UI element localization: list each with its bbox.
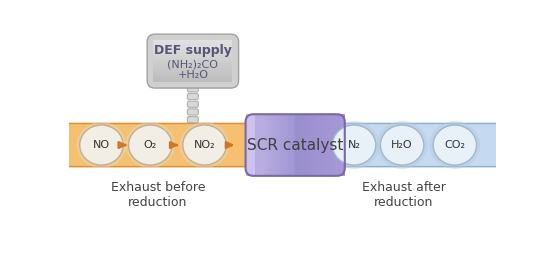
Bar <box>153 42 233 45</box>
Ellipse shape <box>433 125 477 165</box>
Bar <box>268 114 271 176</box>
Ellipse shape <box>328 121 380 169</box>
Bar <box>298 114 300 176</box>
Bar <box>153 71 233 74</box>
Bar <box>153 53 233 55</box>
Ellipse shape <box>126 122 175 168</box>
Bar <box>256 114 258 176</box>
FancyBboxPatch shape <box>187 109 198 115</box>
FancyBboxPatch shape <box>187 93 198 100</box>
Bar <box>153 40 233 43</box>
Bar <box>153 51 233 53</box>
Text: NO: NO <box>93 140 110 150</box>
Bar <box>153 63 233 66</box>
Bar <box>153 47 233 49</box>
Text: O₂: O₂ <box>144 140 157 150</box>
Text: CO₂: CO₂ <box>444 140 466 150</box>
Ellipse shape <box>183 125 226 165</box>
Bar <box>285 114 288 176</box>
Ellipse shape <box>77 122 126 168</box>
Ellipse shape <box>380 125 424 165</box>
Bar <box>312 114 315 176</box>
Bar <box>342 114 345 176</box>
FancyBboxPatch shape <box>187 86 198 92</box>
Text: +H₂O: +H₂O <box>177 70 208 81</box>
Ellipse shape <box>332 125 376 165</box>
Bar <box>322 114 325 176</box>
Bar <box>153 74 233 76</box>
FancyBboxPatch shape <box>187 101 198 107</box>
Bar <box>278 114 280 176</box>
Bar <box>307 114 310 176</box>
Bar <box>153 45 233 47</box>
Bar <box>153 57 233 59</box>
Bar <box>271 114 273 176</box>
Bar <box>248 114 251 176</box>
Bar <box>335 114 338 176</box>
Bar <box>300 114 303 176</box>
Bar <box>337 114 340 176</box>
Bar <box>153 69 233 72</box>
Ellipse shape <box>376 121 428 169</box>
Polygon shape <box>69 124 284 167</box>
Bar <box>317 114 320 176</box>
Bar <box>266 114 268 176</box>
Bar <box>153 67 233 70</box>
Bar <box>153 59 233 61</box>
Polygon shape <box>292 124 496 167</box>
Text: Exhaust before
reduction: Exhaust before reduction <box>111 181 206 209</box>
Bar <box>340 114 343 176</box>
FancyBboxPatch shape <box>187 117 198 123</box>
Bar <box>302 114 305 176</box>
Text: N₂: N₂ <box>348 140 360 150</box>
Bar <box>315 114 318 176</box>
Bar <box>320 114 323 176</box>
Text: Exhaust after
reduction: Exhaust after reduction <box>362 181 446 209</box>
Bar <box>153 65 233 68</box>
Bar <box>153 80 233 82</box>
Bar <box>263 114 266 176</box>
Bar <box>327 114 330 176</box>
Bar <box>153 61 233 63</box>
Ellipse shape <box>180 122 229 168</box>
Bar <box>305 114 308 176</box>
Bar <box>330 114 333 176</box>
Bar <box>332 114 335 176</box>
Bar <box>290 114 293 176</box>
FancyBboxPatch shape <box>147 34 239 88</box>
Bar <box>261 114 263 176</box>
Bar <box>276 114 278 176</box>
Bar <box>325 114 328 176</box>
Bar <box>251 114 253 176</box>
Bar <box>273 114 276 176</box>
Text: DEF supply: DEF supply <box>154 44 232 57</box>
Text: NO₂: NO₂ <box>194 140 215 150</box>
Bar <box>153 49 233 51</box>
Bar <box>246 114 255 176</box>
Text: SCR catalyst: SCR catalyst <box>247 138 343 153</box>
Bar <box>293 114 295 176</box>
Ellipse shape <box>429 121 480 169</box>
Ellipse shape <box>80 125 123 165</box>
Bar <box>253 114 256 176</box>
Bar <box>153 76 233 78</box>
Bar <box>280 114 283 176</box>
Bar <box>288 114 290 176</box>
Bar <box>310 114 313 176</box>
Text: (NH₂)₂CO: (NH₂)₂CO <box>168 60 218 70</box>
Text: H₂O: H₂O <box>391 140 413 150</box>
Bar <box>246 114 249 176</box>
Bar <box>295 114 298 176</box>
Bar <box>283 114 285 176</box>
Bar <box>153 78 233 80</box>
Bar <box>258 114 261 176</box>
Bar <box>153 55 233 57</box>
Ellipse shape <box>128 125 172 165</box>
